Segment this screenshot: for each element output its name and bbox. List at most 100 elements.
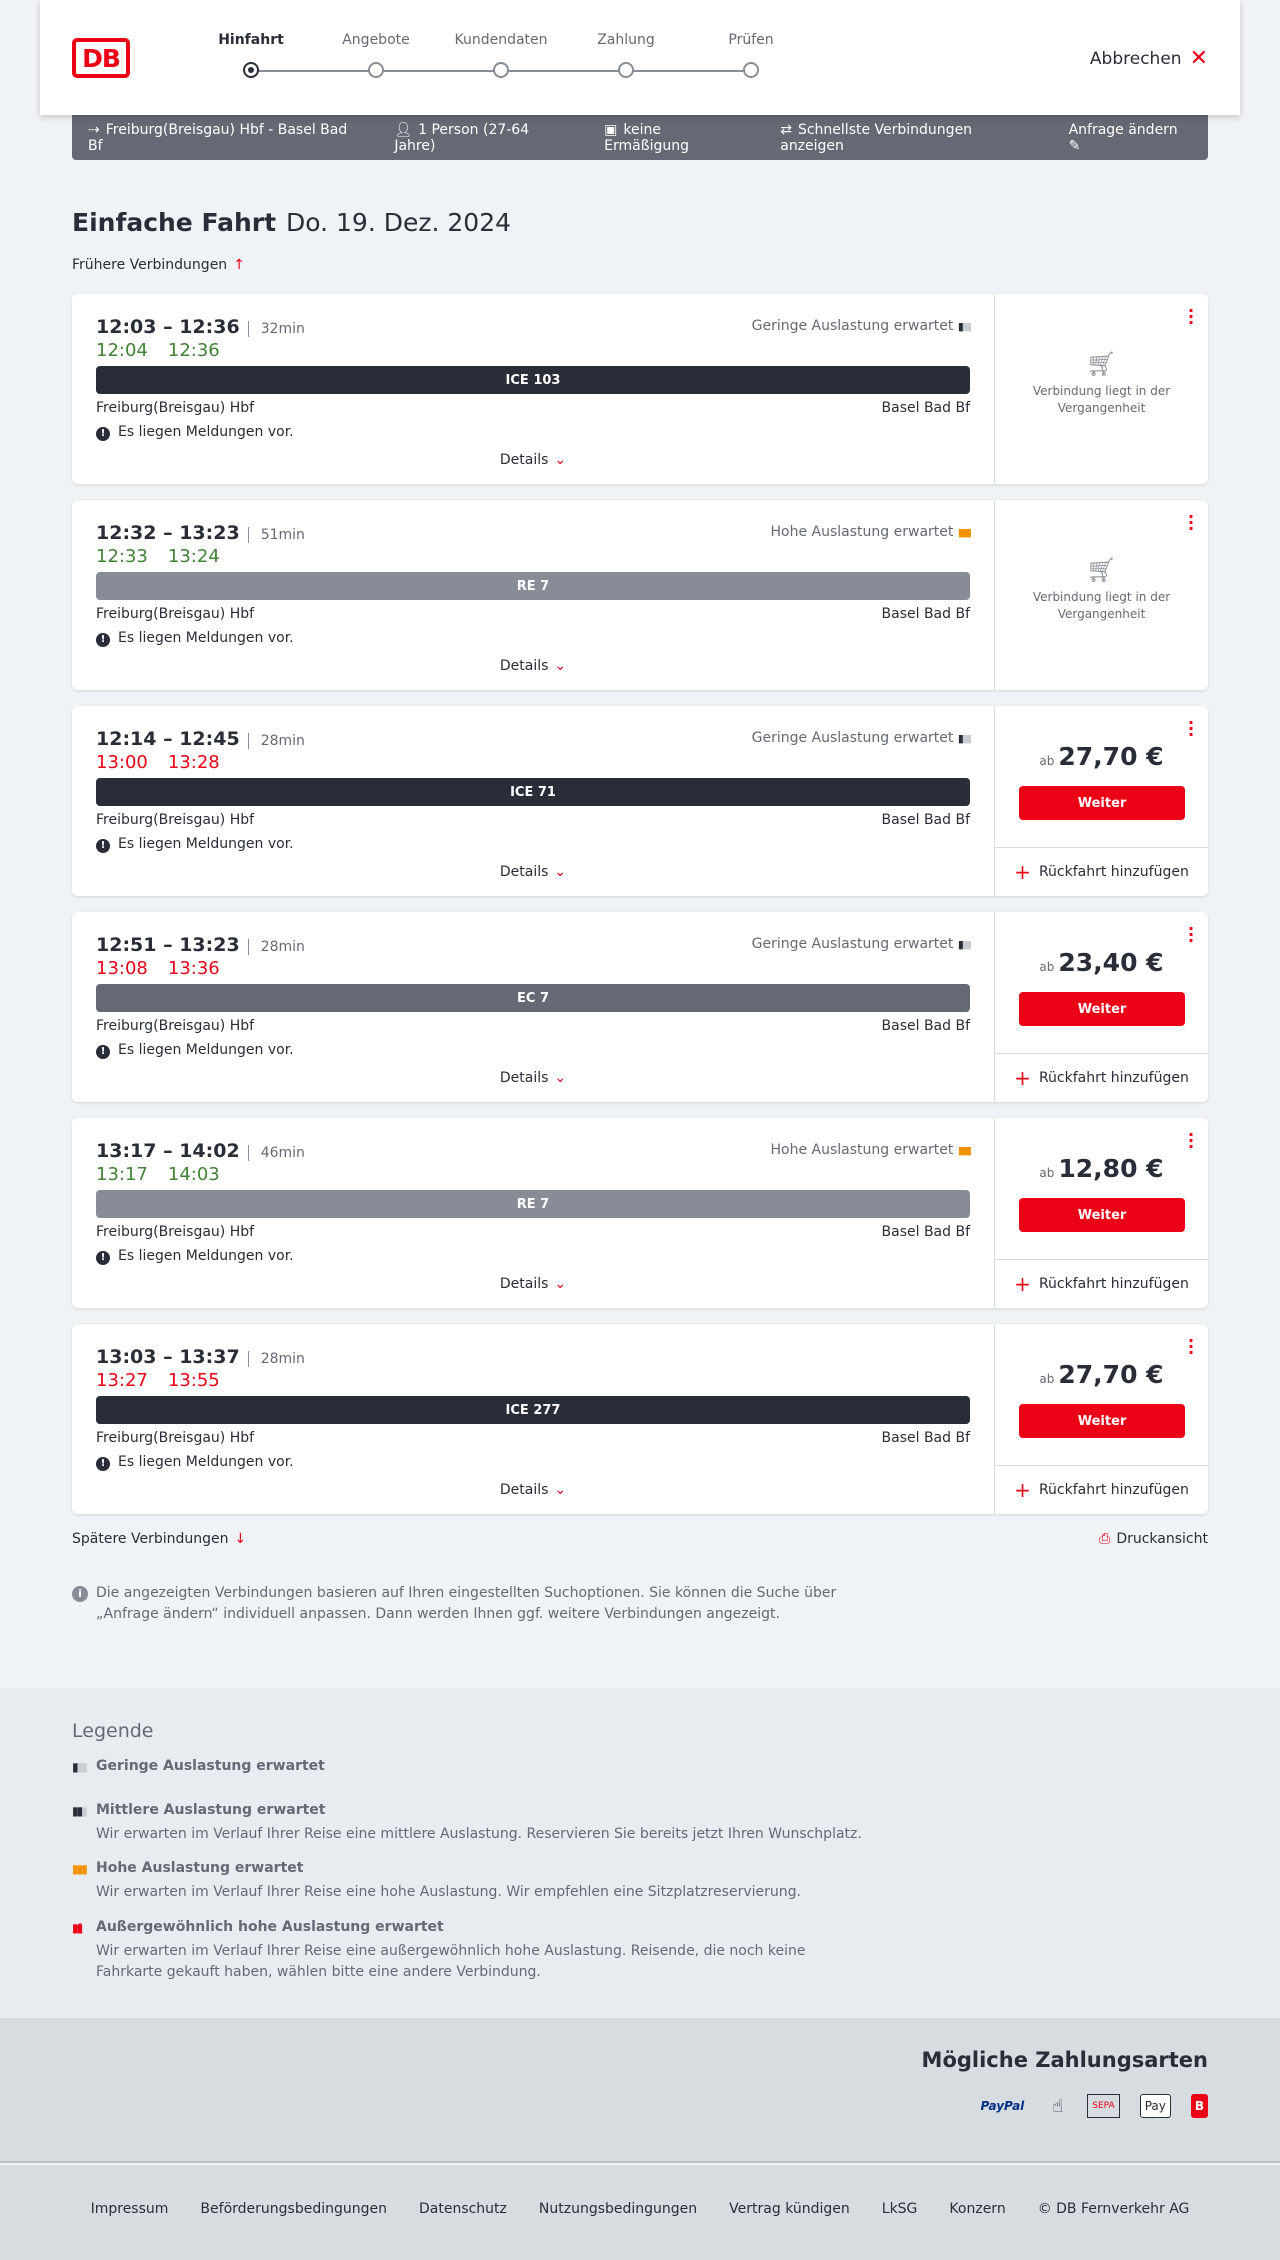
payment-apple-pay-icon: Pay [1139,2094,1171,2118]
footer-link[interactable]: Impressum [90,2201,169,2217]
occupancy-medium-icon: ▮▮▮ [72,1804,88,1818]
message-notice: ! Es liegen Meldungen vor. [96,1042,294,1059]
connection-card: 12:51 – 13:23 28min 13:08 13:36 Geringe Au… [72,912,1208,1102]
legend-item-low: ▮▮▮ Geringe Auslastung erwartet [72,1758,872,1774]
route-label: Freiburg(Breisgau) Hbf - Basel Bad Bf [88,121,348,154]
alert-icon: ! [96,633,110,647]
time-range: 13:03 – 13:37 [96,1346,240,1368]
details-label: Details [499,452,549,468]
print-view-link[interactable]: ⎙ Druckansicht [1099,1531,1208,1547]
realtime-departure: 13:27 [96,1370,148,1391]
db-logo[interactable]: DB [72,38,130,78]
footer-link[interactable]: Beförderungsbedingungen [200,2201,387,2217]
origin-station: Freiburg(Breisgau) Hbf [96,1224,255,1240]
past-text: Verbindung liegt in der Vergangenheit [1032,384,1171,415]
occupancy-label: Geringe Auslastung erwartet [751,318,954,334]
connection-card: 13:03 – 13:37 28min 13:27 13:55 ICE 277 Fr… [72,1324,1208,1514]
occupancy-info: Hohe Auslastung erwartet ▮▮▮ [771,524,973,540]
continue-button[interactable]: Weiter [1019,1404,1185,1438]
message-text: Es liegen Meldungen vor. [118,1454,294,1470]
train-bar[interactable]: RE 7 [96,1190,970,1218]
continue-button[interactable]: Weiter [1019,786,1185,820]
details-toggle[interactable]: Details ⌄ [96,1276,970,1292]
persons-summary: 👤︎ 1 Person (27-64 Jahre) [394,122,572,154]
footer-link[interactable]: Konzern [949,2201,1006,2217]
payment-sepa-icon: SEPA [1087,2094,1120,2118]
details-toggle[interactable]: Details ⌄ [96,452,970,468]
details-toggle[interactable]: Details ⌄ [96,1070,970,1086]
alert-icon: ! [96,839,110,853]
route-summary: ⇢ Freiburg(Breisgau) Hbf - Basel Bad Bf [88,122,362,154]
past-text: Verbindung liegt in der Vergangenheit [1032,590,1171,621]
payment-db-bonus-icon: B [1190,2094,1208,2118]
edit-search-button[interactable]: Anfrage ändern ✎ [1069,122,1192,154]
more-options-icon[interactable]: · · · [1188,1125,1195,1156]
message-text: Es liegen Meldungen vor. [118,836,294,852]
more-options-icon[interactable]: · · · [1188,919,1195,950]
more-options-icon[interactable]: · · · [1188,301,1195,332]
step-2: Kundendaten [441,32,561,78]
realtime-times: 13:00 13:28 [96,752,240,773]
realtime-departure: 13:08 [96,958,148,979]
details-toggle[interactable]: Details ⌄ [96,864,970,880]
price-prefix: ab [1039,1166,1055,1180]
train-bar[interactable]: ICE 71 [96,778,970,806]
legend-section: Legende ▮▮▮ Geringe Auslastung erwartet ▮▮… [0,1688,1280,2018]
train-bar[interactable]: ICE 103 [96,366,970,394]
train-bar[interactable]: EC 7 [96,984,970,1012]
person-icon: 👤︎ [394,121,413,138]
step-1: Angebote [316,32,436,78]
add-return-button[interactable]: + Rückfahrt hinzufügen [995,1259,1208,1308]
more-options-icon[interactable]: · · · [1188,713,1195,744]
duration: 28min [247,733,305,749]
filter-icon: ⇄ [780,121,792,138]
cancel-button[interactable]: Abbrechen ✕ [1090,46,1208,71]
add-return-button[interactable]: + Rückfahrt hinzufügen [995,847,1208,896]
plus-icon: + [1014,1478,1031,1502]
time-range: 12:32 – 13:23 [96,522,240,544]
cart-unavailable-icon: 🛒︎ [1086,350,1117,378]
add-return-button[interactable]: + Rückfahrt hinzufügen [995,1053,1208,1102]
origin-station: Freiburg(Breisgau) Hbf [96,606,255,622]
payment-title: Mögliche Zahlungsarten [921,2048,1208,2072]
step-dot [368,62,384,78]
footer-link[interactable]: Datenschutz [418,2201,507,2217]
duration: 28min [247,1351,305,1367]
train-bar[interactable]: ICE 277 [96,1396,970,1424]
origin-station: Freiburg(Breisgau) Hbf [96,812,255,828]
edit-label: Anfrage ändern [1068,121,1178,138]
step-dot [243,62,259,78]
origin-station: Freiburg(Breisgau) Hbf [96,1018,255,1034]
past-notice: 🛒︎ Verbindung liegt in der Vergangenheit [995,558,1208,623]
close-icon: ✕ [1189,46,1208,71]
message-text: Es liegen Meldungen vor. [118,1042,294,1058]
more-options-icon[interactable]: · · · [1188,507,1195,538]
more-options-icon[interactable]: · · · [1188,1331,1195,1362]
footer-link[interactable]: Vertrag kündigen [729,2201,850,2217]
later-connections-link[interactable]: Spätere Verbindungen ↓ [72,1531,246,1547]
duration: 51min [247,527,305,543]
print-label: Druckansicht [1116,1531,1208,1547]
occupancy-info: Geringe Auslastung erwartet ▮▮▮ [752,936,972,952]
continue-button[interactable]: Weiter [1019,992,1185,1026]
continue-button[interactable]: Weiter [1019,1198,1185,1232]
train-name: ICE 103 [505,372,561,388]
train-bar[interactable]: RE 7 [96,572,970,600]
details-toggle[interactable]: Details ⌄ [96,658,970,674]
realtime-times: 12:33 13:24 [96,546,240,567]
connection-card: 12:03 – 12:36 32min 12:04 12:36 Geringe Au… [72,294,1208,484]
details-label: Details [499,1070,549,1086]
footer-link[interactable]: LkSG [881,2201,918,2217]
info-note: i Die angezeigten Verbindungen basieren a… [72,1583,872,1625]
train-name: RE 7 [516,578,550,594]
realtime-departure: 13:00 [96,752,148,773]
earlier-connections-link[interactable]: Frühere Verbindungen ↑ [72,257,245,273]
price: ab 27,70 € [995,1360,1208,1389]
add-return-button[interactable]: + Rückfahrt hinzufügen [995,1465,1208,1514]
scheduled-times: 12:32 – 13:23 51min [96,522,305,544]
footer-link[interactable]: Nutzungsbedingungen [538,2201,698,2217]
details-toggle[interactable]: Details ⌄ [96,1482,970,1498]
return-label: Rückfahrt hinzufügen [1038,1482,1189,1498]
footer: Impressum Beförderungsbedingungen Datensch… [0,2165,1280,2260]
message-text: Es liegen Meldungen vor. [118,424,294,440]
